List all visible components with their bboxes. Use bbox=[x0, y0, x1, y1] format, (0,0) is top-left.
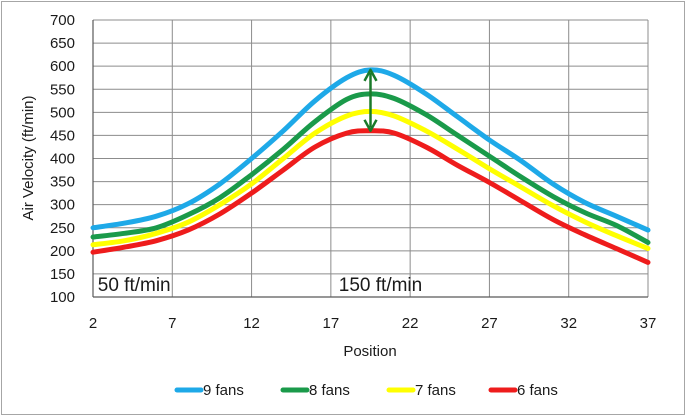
y-tick-label: 150 bbox=[50, 266, 75, 283]
x-tick-label: 2 bbox=[89, 315, 97, 332]
legend-label-7-fans: 7 fans bbox=[415, 382, 456, 399]
y-tick-label: 600 bbox=[50, 58, 75, 75]
x-tick-label: 12 bbox=[243, 315, 260, 332]
y-tick-label: 700 bbox=[50, 12, 75, 29]
y-tick-label: 200 bbox=[50, 243, 75, 260]
y-tick-label: 100 bbox=[50, 289, 75, 306]
legend-label-6-fans: 6 fans bbox=[517, 382, 558, 399]
arrow-head-down bbox=[363, 119, 378, 133]
annotations: 50 ft/min 150 ft/min bbox=[98, 68, 422, 296]
series-line-6-fans bbox=[90, 128, 651, 265]
y-tick-label: 550 bbox=[50, 81, 75, 98]
arrow-head-up bbox=[363, 68, 378, 82]
y-tick-label: 500 bbox=[50, 104, 75, 121]
y-axis-title: Air Velocity (ft/min) bbox=[20, 95, 37, 220]
legend-label-8-fans: 8 fans bbox=[309, 382, 350, 399]
y-tick-label: 300 bbox=[50, 197, 75, 214]
y-tick-label: 400 bbox=[50, 151, 75, 168]
y-tick-label: 350 bbox=[50, 174, 75, 191]
x-tick-label: 7 bbox=[168, 315, 176, 332]
x-tick-label: 32 bbox=[560, 315, 577, 332]
x-tick-label: 17 bbox=[323, 315, 340, 332]
y-tick-label: 450 bbox=[50, 127, 75, 144]
grid-lines bbox=[92, 19, 649, 298]
annotation-label-1: 150 ft/min bbox=[339, 275, 422, 296]
y-tick-label: 650 bbox=[50, 35, 75, 52]
legend: 9 fans 8 fans 7 fans 6 fans bbox=[174, 382, 558, 399]
x-axis-title: Position bbox=[343, 343, 396, 360]
x-tick-label: 27 bbox=[481, 315, 498, 332]
x-tick-label: 37 bbox=[640, 315, 657, 332]
y-tick-label: 250 bbox=[50, 220, 75, 237]
annotation-label-0: 50 ft/min bbox=[98, 275, 171, 296]
legend-label-9-fans: 9 fans bbox=[203, 382, 244, 399]
x-tick-label: 22 bbox=[402, 315, 419, 332]
axis-ticks: 100 150 200 250 300 350 400 450 500 550 600 650 700 2… bbox=[50, 12, 656, 332]
